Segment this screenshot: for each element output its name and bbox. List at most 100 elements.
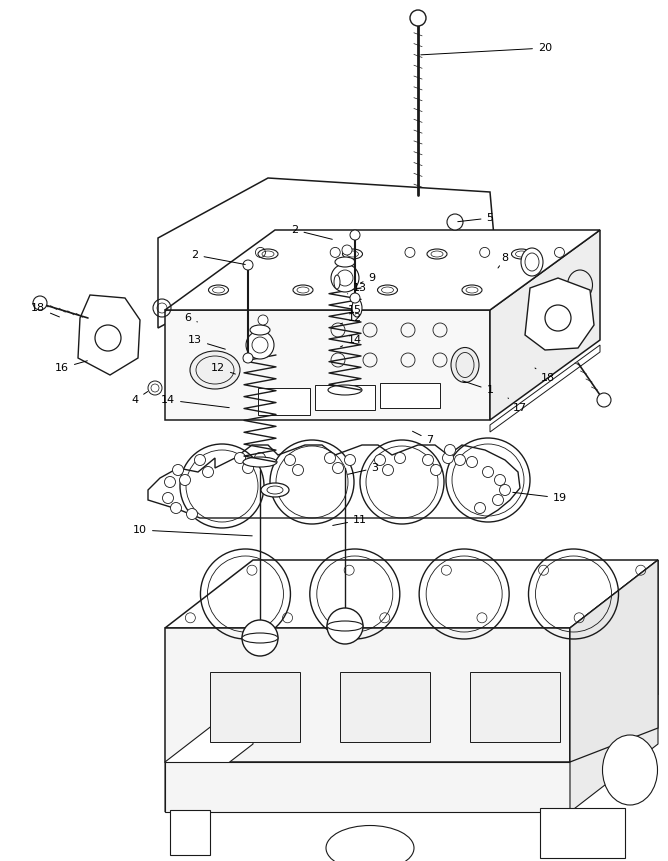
Polygon shape — [315, 385, 375, 410]
Polygon shape — [380, 383, 440, 408]
Circle shape — [442, 453, 454, 463]
Circle shape — [466, 456, 478, 468]
Text: 2: 2 — [291, 225, 332, 239]
Text: 13: 13 — [188, 335, 225, 350]
Text: 17: 17 — [508, 398, 527, 413]
Circle shape — [246, 331, 274, 359]
Ellipse shape — [521, 248, 543, 276]
Circle shape — [350, 293, 360, 303]
Circle shape — [293, 464, 303, 475]
Circle shape — [242, 620, 278, 656]
Circle shape — [258, 315, 268, 325]
Circle shape — [172, 464, 184, 475]
Polygon shape — [570, 694, 658, 812]
Circle shape — [333, 462, 343, 474]
Polygon shape — [78, 295, 140, 375]
Ellipse shape — [242, 633, 278, 643]
Text: 2: 2 — [192, 250, 245, 264]
Circle shape — [162, 492, 174, 504]
Ellipse shape — [243, 457, 277, 467]
Polygon shape — [165, 560, 658, 628]
Polygon shape — [525, 278, 594, 350]
Text: 14: 14 — [341, 335, 362, 347]
Text: 19: 19 — [513, 492, 567, 503]
Circle shape — [194, 455, 206, 466]
Text: 13: 13 — [347, 283, 367, 294]
Polygon shape — [165, 310, 490, 420]
Circle shape — [444, 444, 456, 455]
Circle shape — [494, 474, 506, 486]
Polygon shape — [148, 445, 520, 518]
Text: 1: 1 — [463, 381, 494, 395]
Text: 12: 12 — [211, 363, 235, 374]
Circle shape — [285, 455, 295, 466]
Text: 18: 18 — [535, 368, 555, 383]
Circle shape — [375, 455, 385, 466]
Polygon shape — [158, 178, 498, 328]
Polygon shape — [570, 560, 658, 762]
Circle shape — [180, 474, 190, 486]
Circle shape — [186, 509, 198, 519]
Ellipse shape — [190, 351, 240, 389]
Text: 7: 7 — [412, 431, 434, 445]
Ellipse shape — [261, 483, 289, 497]
Polygon shape — [165, 762, 570, 812]
Circle shape — [447, 214, 463, 230]
Circle shape — [243, 353, 253, 363]
Circle shape — [350, 230, 360, 240]
Polygon shape — [165, 694, 253, 812]
Circle shape — [383, 464, 393, 475]
Circle shape — [345, 455, 355, 466]
Ellipse shape — [250, 325, 270, 335]
Ellipse shape — [328, 385, 362, 395]
Ellipse shape — [335, 257, 355, 267]
Text: 4: 4 — [132, 392, 148, 405]
Text: 16: 16 — [55, 361, 88, 373]
Circle shape — [234, 453, 246, 463]
Circle shape — [500, 485, 510, 495]
Text: 20: 20 — [421, 43, 552, 55]
Circle shape — [422, 455, 434, 466]
Circle shape — [242, 462, 253, 474]
Text: 11: 11 — [333, 515, 367, 525]
Ellipse shape — [603, 735, 657, 805]
Text: 15: 15 — [348, 305, 362, 315]
Polygon shape — [165, 628, 570, 762]
Ellipse shape — [451, 348, 479, 382]
Polygon shape — [490, 345, 600, 432]
Ellipse shape — [334, 275, 340, 289]
Text: 9: 9 — [361, 273, 375, 283]
Circle shape — [325, 453, 335, 463]
Ellipse shape — [326, 826, 414, 861]
Circle shape — [430, 464, 442, 475]
Circle shape — [33, 296, 47, 310]
Ellipse shape — [327, 621, 363, 631]
Circle shape — [492, 494, 504, 505]
Polygon shape — [470, 672, 560, 742]
Text: 10: 10 — [133, 525, 253, 536]
Circle shape — [454, 455, 466, 466]
Circle shape — [395, 453, 405, 463]
Circle shape — [170, 503, 182, 513]
Text: 3: 3 — [348, 463, 379, 474]
Circle shape — [255, 453, 265, 463]
Circle shape — [410, 10, 426, 26]
Polygon shape — [570, 560, 658, 762]
Circle shape — [342, 245, 352, 255]
Circle shape — [202, 467, 214, 478]
Polygon shape — [165, 230, 600, 310]
Polygon shape — [258, 388, 310, 415]
Text: 6: 6 — [184, 313, 198, 323]
Text: 14: 14 — [161, 395, 229, 407]
Circle shape — [331, 264, 359, 292]
Text: 8: 8 — [498, 253, 508, 268]
Polygon shape — [170, 810, 210, 855]
Text: 12: 12 — [341, 313, 362, 324]
Polygon shape — [340, 672, 430, 742]
Circle shape — [482, 467, 494, 478]
Circle shape — [474, 503, 486, 513]
Circle shape — [597, 393, 611, 407]
Circle shape — [243, 260, 253, 270]
Circle shape — [164, 476, 176, 487]
Circle shape — [327, 608, 363, 644]
